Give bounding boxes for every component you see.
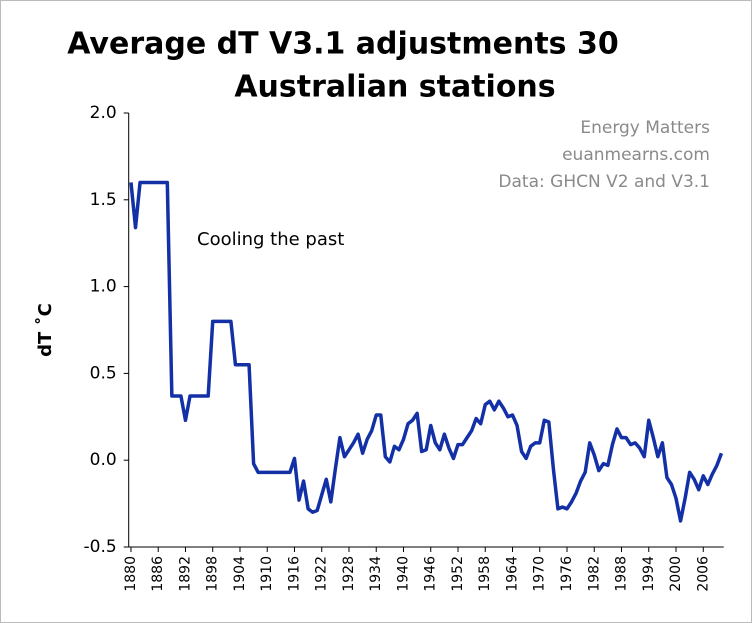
chart-title: Average dT V3.1 adjustments 30: [67, 27, 618, 62]
x-tick-label: 1904: [232, 556, 248, 592]
x-tick-label: 1916: [286, 556, 302, 592]
x-tick-label: 1940: [395, 556, 411, 592]
x-tick-label: 1994: [641, 556, 657, 592]
y-axis-label: dT ˚C: [34, 303, 56, 357]
x-tick-label: 1934: [368, 556, 384, 592]
y-tick-label: 2.0: [90, 103, 117, 123]
x-tick-label: 1898: [205, 556, 221, 592]
x-tick-label: 1958: [477, 556, 493, 592]
y-tick-label: 1.5: [90, 190, 117, 210]
x-tick-label: 1880: [123, 556, 139, 592]
annotation: Cooling the past: [197, 229, 344, 250]
x-tick-label: 1970: [532, 556, 548, 592]
y-tick-label: 1.0: [90, 277, 117, 297]
y-tick-label: -0.5: [84, 537, 117, 557]
x-tick-label: 1976: [559, 556, 575, 592]
x-tick-label: 1922: [314, 556, 330, 592]
x-tick-label: 1988: [614, 556, 630, 592]
x-tick-label: 1946: [423, 556, 439, 592]
data-line: [129, 180, 724, 523]
source-note: Energy Matters: [580, 118, 710, 138]
x-tick-label: 2006: [695, 556, 711, 592]
y-tick-label: 0.0: [90, 450, 117, 470]
y-tick-label: 0.5: [90, 363, 117, 383]
x-tick-label: 2000: [668, 556, 684, 592]
x-tick-label: 1892: [177, 556, 193, 592]
x-tick-label: 1886: [150, 556, 166, 592]
x-tick-label: 1910: [259, 556, 275, 592]
x-tick-label: 1982: [586, 556, 602, 592]
x-tick-label: 1952: [450, 556, 466, 592]
x-tick-label: 1928: [341, 556, 357, 592]
chart-title: Australian stations: [234, 70, 555, 105]
source-note: euanmearns.com: [562, 145, 710, 165]
x-tick-label: 1964: [504, 556, 520, 592]
source-note: Data: GHCN V2 and V3.1: [498, 172, 710, 192]
